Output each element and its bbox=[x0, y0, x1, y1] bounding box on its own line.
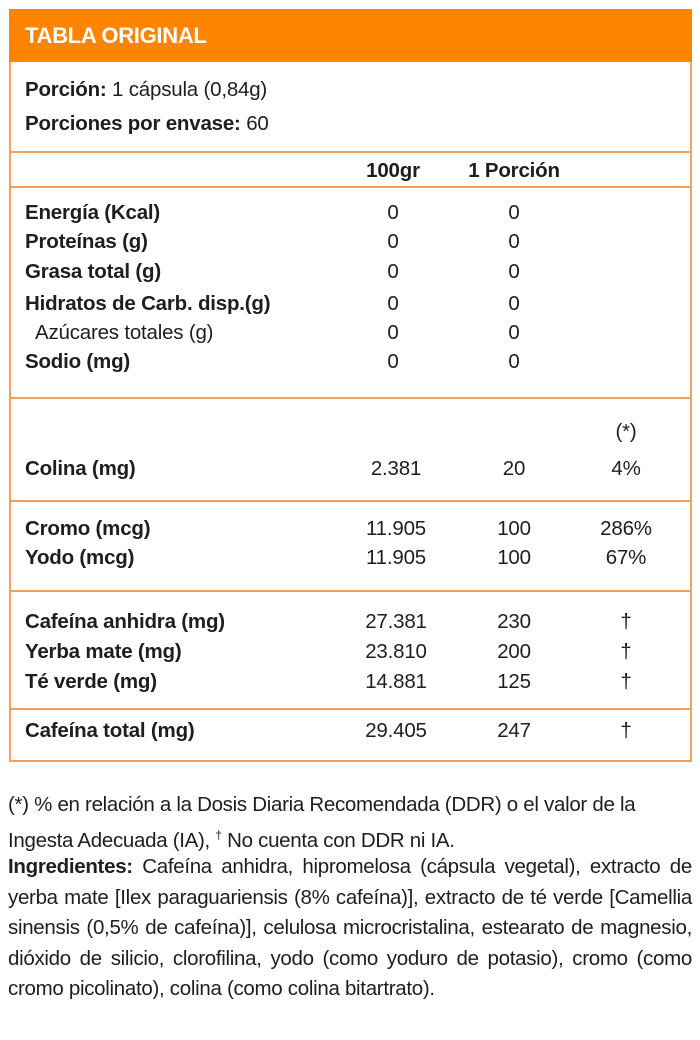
nutrient-per100: 0 bbox=[387, 260, 399, 283]
nutrient-per100: 11.905 bbox=[366, 546, 426, 569]
nutrient-name: Cromo (mcg) bbox=[25, 517, 151, 540]
nutrient-per100: 29.405 bbox=[365, 719, 427, 742]
nutrient-per-serving: 100 bbox=[497, 546, 531, 569]
dagger-mark: † bbox=[620, 610, 632, 633]
dagger-mark: † bbox=[620, 719, 632, 742]
nutrient-per100: 27.381 bbox=[365, 610, 427, 633]
nutrient-per-serving: 125 bbox=[497, 670, 531, 693]
nutrient-per100: 11.905 bbox=[366, 517, 426, 540]
portion-row: Porción: 1 cápsula (0,84g) bbox=[25, 78, 267, 102]
footnote-line-1: (*) % en relación a la Dosis Diaria Reco… bbox=[8, 793, 636, 816]
servings-value: 60 bbox=[246, 112, 269, 135]
nutrient-name: Proteínas (g) bbox=[25, 230, 148, 253]
nutrient-name: Azúcares totales (g) bbox=[35, 321, 214, 344]
nutrient-per-serving: 20 bbox=[502, 457, 526, 480]
nutrient-name: Cafeína total (mg) bbox=[25, 719, 195, 742]
percent-header: (*) bbox=[615, 420, 637, 443]
nutrient-per-serving: 100 bbox=[497, 517, 531, 540]
ingredients-text: Cafeína anhidra, hipromelosa (cápsula ve… bbox=[8, 855, 692, 1000]
table-title: TABLA ORIGINAL bbox=[25, 23, 207, 48]
servings-row: Porciones por envase: 60 bbox=[25, 112, 269, 136]
column-header-100gr: 100gr bbox=[366, 159, 420, 182]
nutrient-name: Té verde (mg) bbox=[25, 670, 157, 693]
nutrient-per-serving: 0 bbox=[508, 260, 520, 283]
nutrient-per-serving: 0 bbox=[508, 321, 520, 344]
nutrient-per100: 23.810 bbox=[365, 640, 427, 663]
nutrient-percent: 286% bbox=[600, 517, 652, 540]
nutrient-per100: 0 bbox=[387, 230, 399, 253]
footnote-line-2: Ingesta Adecuada (IA), † No cuenta con D… bbox=[8, 828, 455, 852]
nutrient-per100: 14.881 bbox=[365, 670, 427, 693]
nutrient-name: Colina (mg) bbox=[25, 457, 136, 480]
nutrient-name: Energía (Kcal) bbox=[25, 201, 161, 224]
nutrient-per100: 0 bbox=[387, 201, 399, 224]
dagger-mark: † bbox=[620, 640, 632, 663]
column-header-1-porcion: 1 Porción bbox=[468, 159, 560, 182]
nutrient-per-serving: 230 bbox=[497, 610, 531, 633]
dagger-mark: † bbox=[215, 828, 222, 842]
table-header: TABLA ORIGINAL bbox=[9, 9, 692, 62]
portion-value: 1 cápsula (0,84g) bbox=[112, 78, 268, 101]
ingredients-label: Ingredientes: bbox=[8, 855, 133, 878]
nutrition-table: TABLA ORIGINAL Porción: 1 cápsula (0,84g… bbox=[9, 9, 692, 762]
dagger-mark: † bbox=[620, 670, 632, 693]
ingredients-paragraph: Ingredientes: Cafeína anhidra, hipromelo… bbox=[8, 852, 692, 1005]
nutrient-per100: 2.381 bbox=[370, 457, 422, 480]
divider bbox=[11, 186, 690, 188]
nutrient-percent: 4% bbox=[611, 457, 641, 480]
nutrient-per-serving: 247 bbox=[497, 719, 531, 742]
divider bbox=[11, 590, 690, 592]
nutrient-percent: 67% bbox=[605, 546, 647, 569]
nutrient-per-serving: 0 bbox=[508, 230, 520, 253]
divider bbox=[11, 151, 690, 153]
nutrient-per100: 0 bbox=[387, 292, 399, 315]
nutrient-name: Hidratos de Carb. disp.(g) bbox=[25, 292, 271, 315]
nutrient-name: Cafeína anhidra (mg) bbox=[25, 610, 225, 633]
nutrient-per-serving: 0 bbox=[508, 350, 520, 373]
nutrient-name: Yodo (mcg) bbox=[25, 546, 135, 569]
nutrient-per-serving: 0 bbox=[508, 201, 520, 224]
servings-label: Porciones por envase: bbox=[25, 112, 241, 135]
divider bbox=[11, 708, 690, 710]
footnote: (*) % en relación a la Dosis Diaria Reco… bbox=[8, 790, 692, 856]
nutrient-name: Sodio (mg) bbox=[25, 350, 131, 373]
portion-label: Porción: bbox=[25, 78, 107, 101]
divider bbox=[11, 500, 690, 502]
divider bbox=[11, 397, 690, 399]
nutrient-name: Grasa total (g) bbox=[25, 260, 161, 283]
nutrient-per100: 0 bbox=[387, 350, 399, 373]
nutrient-per-serving: 0 bbox=[508, 292, 520, 315]
nutrient-per100: 0 bbox=[387, 321, 399, 344]
nutrient-name: Yerba mate (mg) bbox=[25, 640, 182, 663]
nutrient-per-serving: 200 bbox=[497, 640, 531, 663]
